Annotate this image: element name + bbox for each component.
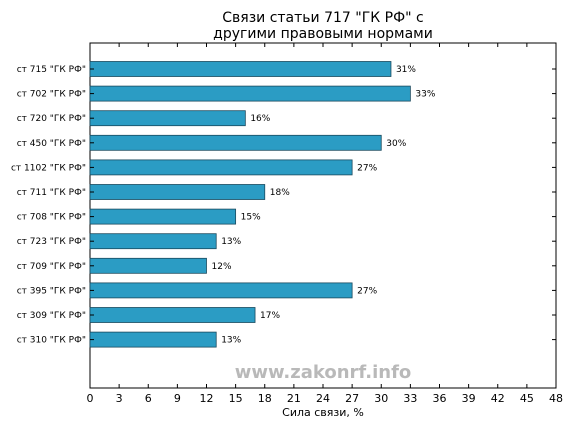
category-label: ст 709 "ГК РФ" (17, 262, 86, 272)
watermark: www.zakonrf.info (235, 362, 412, 383)
x-tick-label: 36 (433, 392, 447, 405)
x-tick-label: 45 (520, 392, 534, 405)
x-tick-label: 48 (549, 392, 563, 405)
x-tick-label: 27 (345, 392, 359, 405)
x-axis-ticks: 0 3 6 9 12 15 18 21 24 27 30 33 36 39 42 45 48 (87, 43, 563, 405)
x-tick-label: 9 (174, 392, 181, 405)
category-label: ст 310 "ГК РФ" (17, 336, 86, 346)
bar-value-label: 13% (221, 237, 241, 247)
x-tick-label: 30 (374, 392, 388, 405)
category-labels-group: ст 715 "ГК РФ" ст 702 "ГК РФ" ст 720 "ГК Р… (11, 65, 556, 346)
bar-value-label: 31% (396, 65, 416, 75)
x-tick-label: 24 (316, 392, 330, 405)
x-tick-label: 18 (258, 392, 272, 405)
bar-value-label: 27% (357, 286, 377, 296)
x-tick-label: 3 (116, 392, 123, 405)
category-label: ст 711 "ГК РФ" (17, 188, 86, 198)
bar (89, 208, 237, 225)
bar (89, 110, 246, 127)
category-label: ст 1102 "ГК РФ" (11, 163, 86, 173)
bar-value-label: 17% (260, 311, 280, 321)
category-label: ст 702 "ГК РФ" (17, 90, 86, 100)
bar (89, 134, 382, 151)
bar-value-label: 16% (250, 114, 270, 124)
x-axis-label: Сила связи, % (282, 406, 364, 419)
bar-value-label: 27% (357, 163, 377, 173)
category-label: ст 720 "ГК РФ" (17, 114, 86, 124)
x-tick-label: 21 (287, 392, 301, 405)
bar-value-label: 13% (221, 336, 241, 346)
bar-value-label: 18% (270, 188, 290, 198)
bar (89, 282, 353, 299)
value-labels-group: 31% 33% 16% 30% 27% 18% 15% 13% 12% 27% 17% 13% (212, 65, 436, 346)
x-tick-label: 42 (491, 392, 505, 405)
bar-value-label: 12% (212, 262, 232, 272)
x-tick-label: 33 (403, 392, 417, 405)
category-label: ст 723 "ГК РФ" (17, 237, 86, 247)
bar (89, 233, 217, 250)
bar (89, 257, 207, 274)
chart-title-line-1: Связи статьи 717 "ГК РФ" с (222, 10, 423, 26)
bar (89, 159, 353, 176)
bar (89, 331, 217, 348)
x-tick-label: 12 (200, 392, 214, 405)
bar (89, 61, 392, 77)
chart-title-line-2: другими правовыми нормами (213, 26, 433, 42)
bar (89, 184, 266, 200)
category-label: ст 715 "ГК РФ" (17, 65, 86, 75)
x-tick-label: 0 (87, 392, 94, 405)
bars-group (89, 61, 411, 348)
category-label: ст 450 "ГК РФ" (17, 139, 86, 149)
bar (89, 85, 411, 102)
x-tick-label: 15 (229, 392, 243, 405)
x-tick-label: 39 (462, 392, 476, 405)
x-tick-label: 6 (145, 392, 152, 405)
bar-value-label: 30% (386, 139, 406, 149)
category-label: ст 708 "ГК РФ" (17, 213, 86, 223)
bar-value-label: 33% (415, 90, 435, 100)
bar-value-label: 15% (241, 213, 261, 223)
category-label: ст 309 "ГК РФ" (17, 311, 86, 321)
bar (89, 307, 256, 323)
category-label: ст 395 "ГК РФ" (17, 286, 86, 296)
